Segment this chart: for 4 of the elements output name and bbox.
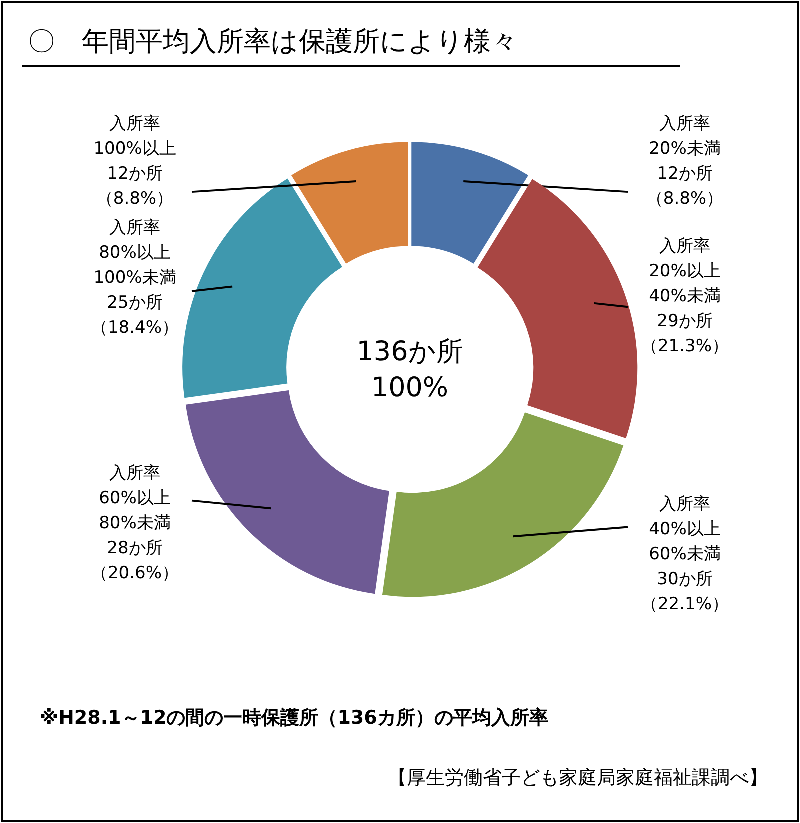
- center-label: 136か所 100%: [356, 336, 464, 404]
- title: 〇 年間平均入所率は保護所により様々: [28, 26, 518, 58]
- source: 【厚生労働省子ども家庭局家庭福祉課調べ】: [388, 767, 768, 789]
- note: ※H28.1～12の間の一時保護所（136カ所）の平均入所率: [40, 707, 548, 729]
